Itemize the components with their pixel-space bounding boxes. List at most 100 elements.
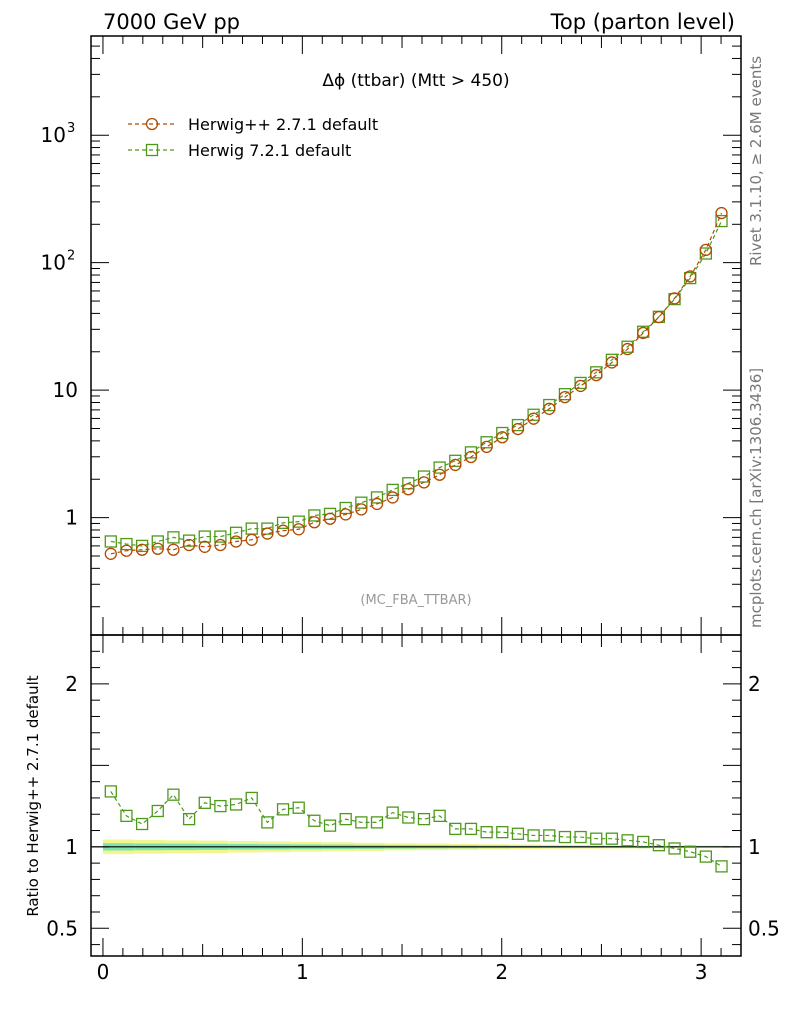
chart-title: Δϕ (ttbar) (Mtt > 450) xyxy=(322,71,509,91)
data-point xyxy=(198,530,211,543)
ratio-data-point xyxy=(464,822,478,836)
mcplots-label: mcplots.cern.ch [arXiv:1306.3436] xyxy=(747,368,765,628)
ratio-y-tick-label: 2 xyxy=(65,672,78,696)
ratio-y-tick-label-right: 0.5 xyxy=(748,916,780,940)
data-point xyxy=(135,543,149,556)
ratio-y-tick-label: 0.5 xyxy=(46,916,78,940)
data-point xyxy=(574,376,587,390)
data-point xyxy=(449,458,462,472)
header-right: Top (parton level) xyxy=(550,10,735,34)
ratio-ylabel: Ratio to Herwig++ 2.7.1 default xyxy=(24,675,42,916)
data-point xyxy=(245,533,258,546)
data-point xyxy=(668,292,681,305)
data-point xyxy=(464,450,478,464)
ratio-data-point xyxy=(198,796,211,809)
ratio-data-point xyxy=(590,832,603,845)
ratio-data-point xyxy=(668,842,681,855)
data-point xyxy=(120,544,133,557)
ratio-data-point xyxy=(574,830,587,844)
data-point xyxy=(323,507,337,521)
data-point xyxy=(151,542,164,555)
ratio-axis-ticks xyxy=(91,635,741,956)
data-point xyxy=(323,512,337,525)
data-point xyxy=(182,538,196,552)
data-point xyxy=(355,496,368,509)
data-point xyxy=(386,483,399,497)
data-point xyxy=(699,243,713,257)
data-point xyxy=(464,446,478,459)
data-point xyxy=(402,483,415,496)
data-point xyxy=(276,516,290,529)
x-tick-label: 0 xyxy=(97,960,110,984)
data-point xyxy=(339,501,352,515)
x-tick-label: 3 xyxy=(695,960,708,984)
data-point xyxy=(104,547,117,560)
ratio-data-point xyxy=(386,806,399,819)
data-point xyxy=(198,540,211,553)
data-point xyxy=(339,508,352,521)
y-tick-label: 10 xyxy=(41,123,66,147)
data-point xyxy=(652,310,666,324)
data-point xyxy=(104,535,117,548)
rivet-label: Rivet 3.1.10, ≥ 2.6M events xyxy=(747,56,765,266)
ratio-y-tick-labels: 0.5 0.5 1 1 2 2 xyxy=(46,672,780,940)
ratio-panel: 0.5 0.5 1 1 2 2 Ratio to Herwig++ 2.7.1 defau… xyxy=(24,634,780,984)
y-tick-label-exponent: 3 xyxy=(67,121,75,136)
legend-label-herwigpp: Herwig++ 2.7.1 default xyxy=(188,115,378,134)
ratio-data-point xyxy=(245,791,258,805)
ratio-data-point xyxy=(449,822,462,836)
data-point xyxy=(120,537,133,551)
y-tick-label-exponent: 2 xyxy=(67,249,75,264)
ratio-data-point xyxy=(214,799,227,813)
legend-item-herwigpp: Herwig++ 2.7.1 default xyxy=(128,115,378,134)
legend-label-herwig7: Herwig 7.2.1 default xyxy=(188,141,351,160)
data-point xyxy=(699,247,713,260)
ratio-data-point xyxy=(621,834,634,847)
data-point xyxy=(574,379,587,393)
ratio-data-point xyxy=(182,812,196,826)
ratio-data-point xyxy=(135,817,149,831)
data-point xyxy=(417,476,431,489)
data-point xyxy=(527,408,540,421)
ratio-data-point xyxy=(104,785,117,798)
data-point xyxy=(590,366,603,379)
data-point xyxy=(511,418,525,432)
ratio-data-point xyxy=(167,788,180,801)
data-point xyxy=(151,535,164,548)
data-point xyxy=(449,454,462,467)
data-point xyxy=(292,515,305,528)
data-point xyxy=(558,388,572,401)
data-point xyxy=(480,440,493,454)
ratio-data-point xyxy=(496,826,509,839)
data-point xyxy=(355,503,368,516)
x-tick-label: 2 xyxy=(495,960,508,984)
data-point xyxy=(292,523,305,536)
data-point xyxy=(480,436,493,449)
legend: Herwig++ 2.7.1 default Herwig 7.2.1 defa… xyxy=(128,115,378,160)
data-point xyxy=(590,369,603,382)
data-point xyxy=(308,516,321,529)
data-point xyxy=(308,509,321,522)
ratio-data-point xyxy=(229,798,243,811)
ratio-data-point xyxy=(433,809,446,823)
data-point xyxy=(527,412,540,425)
data-point xyxy=(261,527,274,540)
ratio-data-point xyxy=(699,850,713,863)
main-axis-ticks xyxy=(91,35,741,635)
ratio-data-point xyxy=(543,829,556,842)
ratio-data-point xyxy=(323,819,337,832)
ratio-data-point xyxy=(417,812,431,826)
data-point xyxy=(229,526,243,539)
data-point xyxy=(182,534,196,547)
ratio-data-point xyxy=(370,816,384,829)
ratio-data-point xyxy=(480,826,493,839)
series-line xyxy=(110,212,723,555)
ratio-data-point xyxy=(308,814,321,827)
data-point xyxy=(496,431,509,444)
data-point xyxy=(433,468,446,481)
ratio-data-point xyxy=(120,809,133,823)
legend-item-herwig7: Herwig 7.2.1 default xyxy=(128,141,351,160)
ratio-data-point xyxy=(339,812,352,826)
x-tick-labels: 0 1 2 3 xyxy=(97,960,708,984)
